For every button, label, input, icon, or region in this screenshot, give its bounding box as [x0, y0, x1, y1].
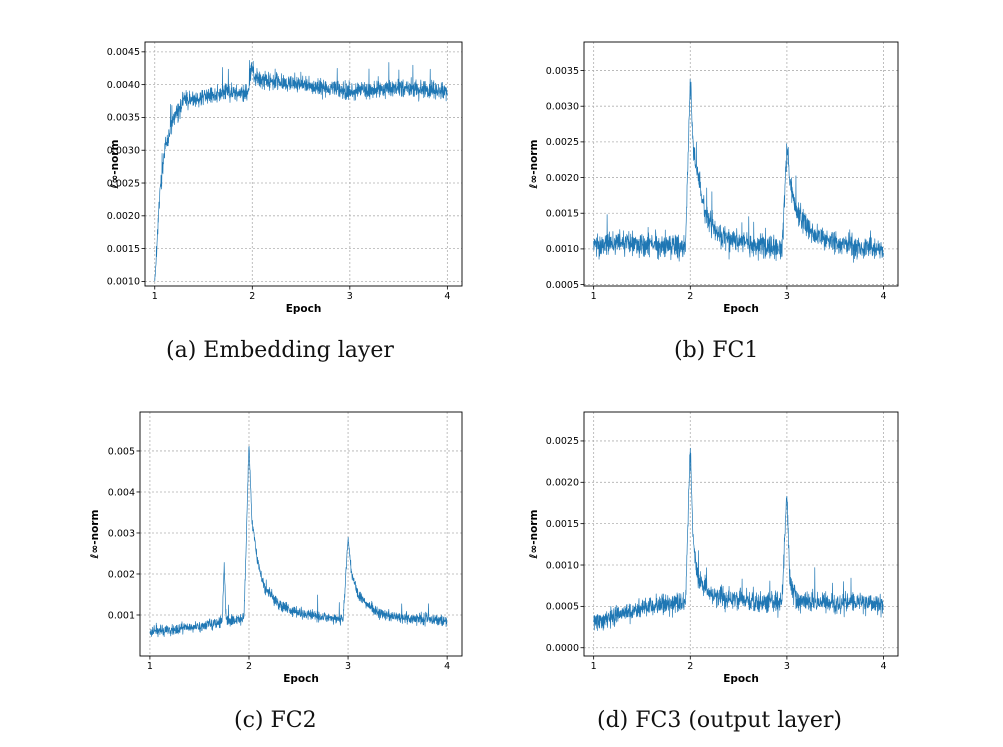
axes-frame	[583, 411, 899, 657]
y-tick-label: 0.0010	[107, 277, 140, 288]
y-tick-label: 0.002	[108, 569, 135, 580]
axes-frame	[139, 411, 463, 657]
y-tick-label: 0.0015	[546, 519, 579, 530]
y-tick-label: 0.0005	[546, 602, 579, 613]
y-axis-label: ℓ∞-norm	[109, 140, 121, 190]
x-axis-label: Epoch	[286, 303, 322, 315]
gridlines	[584, 42, 898, 286]
y-tick-label: 0.0000	[546, 643, 579, 654]
y-tick-label: 0.0020	[546, 173, 579, 184]
x-tick-label: 1	[147, 661, 153, 672]
y-tick-label: 0.0010	[546, 244, 579, 255]
y-tick-label: 0.0035	[107, 113, 140, 124]
y-tick-label: 0.0020	[546, 478, 579, 489]
chart-a-svg: 1 2 3 4 0.0010 0.0015 0.0020 0.0025 0.0030 0.0035…	[107, 41, 463, 315]
y-tick-label: 0.0025	[546, 137, 579, 148]
axes-frame	[583, 41, 899, 287]
gridlines	[145, 42, 462, 286]
y-tick-label: 0.0010	[546, 560, 579, 571]
x-tick-label: 2	[687, 661, 693, 672]
y-tick-label: 0.0025	[546, 436, 579, 447]
y-tick-label: 0.005	[108, 446, 135, 457]
y-tick-label: 0.0030	[546, 102, 579, 113]
caption-a: (a) Embedding layer	[166, 338, 394, 363]
y-tick-label: 0.0020	[107, 211, 140, 222]
x-axis-label: Epoch	[283, 673, 319, 685]
y-tick-label: 0.001	[108, 610, 135, 621]
y-axis-label: ℓ∞-norm	[528, 510, 540, 560]
y-tick-label: 0.0030	[107, 146, 140, 157]
chart-b: 1 2 3 4 0.0005 0.0010 0.0015 0.0020 0.0025 0.0030…	[480, 0, 1003, 330]
x-tick-label: 1	[591, 661, 597, 672]
y-tick-label: 0.0005	[546, 280, 579, 291]
caption-c: (c) FC2	[234, 708, 317, 733]
chart-d: 1 2 3 4 0.0000 0.0005 0.0010 0.0015 0.0020 0.0025…	[480, 370, 1003, 700]
chart-b-svg: 1 2 3 4 0.0005 0.0010 0.0015 0.0020 0.0025 0.0030…	[528, 41, 899, 315]
y-tick-label: 0.0015	[546, 209, 579, 220]
gridlines	[584, 412, 898, 656]
x-axis-label: Epoch	[723, 303, 759, 315]
y-axis-label: ℓ∞-norm	[528, 140, 540, 190]
x-tick-label: 1	[152, 291, 158, 302]
x-tick-label: 4	[444, 291, 450, 302]
series-line	[593, 79, 884, 263]
x-tick-label: 3	[784, 661, 790, 672]
x-tick-label: 1	[591, 291, 597, 302]
series-line	[149, 445, 448, 638]
x-tick-label: 3	[784, 291, 790, 302]
y-tick-label: 0.0045	[107, 47, 140, 58]
x-tick-label: 4	[880, 291, 886, 302]
caption-b: (b) FC1	[674, 338, 759, 363]
y-tick-label: 0.003	[108, 528, 135, 539]
caption-d: (d) FC3 (output layer)	[597, 708, 842, 733]
series-line	[154, 60, 448, 282]
axes-frame	[144, 41, 463, 287]
x-tick-label: 4	[444, 661, 450, 672]
chart-a: 1 2 3 4 0.0010 0.0015 0.0020 0.0025 0.0030 0.0035…	[0, 0, 480, 330]
chart-c-svg: 1 2 3 4 0.001 0.002 0.003 0.004 0.005 Epoch ℓ∞-nor…	[89, 411, 463, 685]
x-tick-label: 3	[347, 291, 353, 302]
y-tick-label: 0.0035	[546, 66, 579, 77]
y-tick-label: 0.004	[108, 487, 135, 498]
x-tick-label: 4	[880, 661, 886, 672]
y-axis-label: ℓ∞-norm	[89, 510, 101, 560]
y-tick-label: 0.0040	[107, 80, 140, 91]
x-tick-label: 2	[687, 291, 693, 302]
y-tick-label: 0.0015	[107, 244, 140, 255]
chart-d-svg: 1 2 3 4 0.0000 0.0005 0.0010 0.0015 0.0020 0.0025…	[528, 411, 899, 685]
series-line	[593, 447, 884, 631]
chart-c: 1 2 3 4 0.001 0.002 0.003 0.004 0.005 Epoch ℓ∞-nor…	[0, 370, 480, 700]
x-tick-label: 3	[345, 661, 351, 672]
x-tick-label: 2	[249, 291, 255, 302]
y-tick-label: 0.0025	[107, 178, 140, 189]
x-axis-label: Epoch	[723, 673, 759, 685]
x-tick-label: 2	[246, 661, 252, 672]
